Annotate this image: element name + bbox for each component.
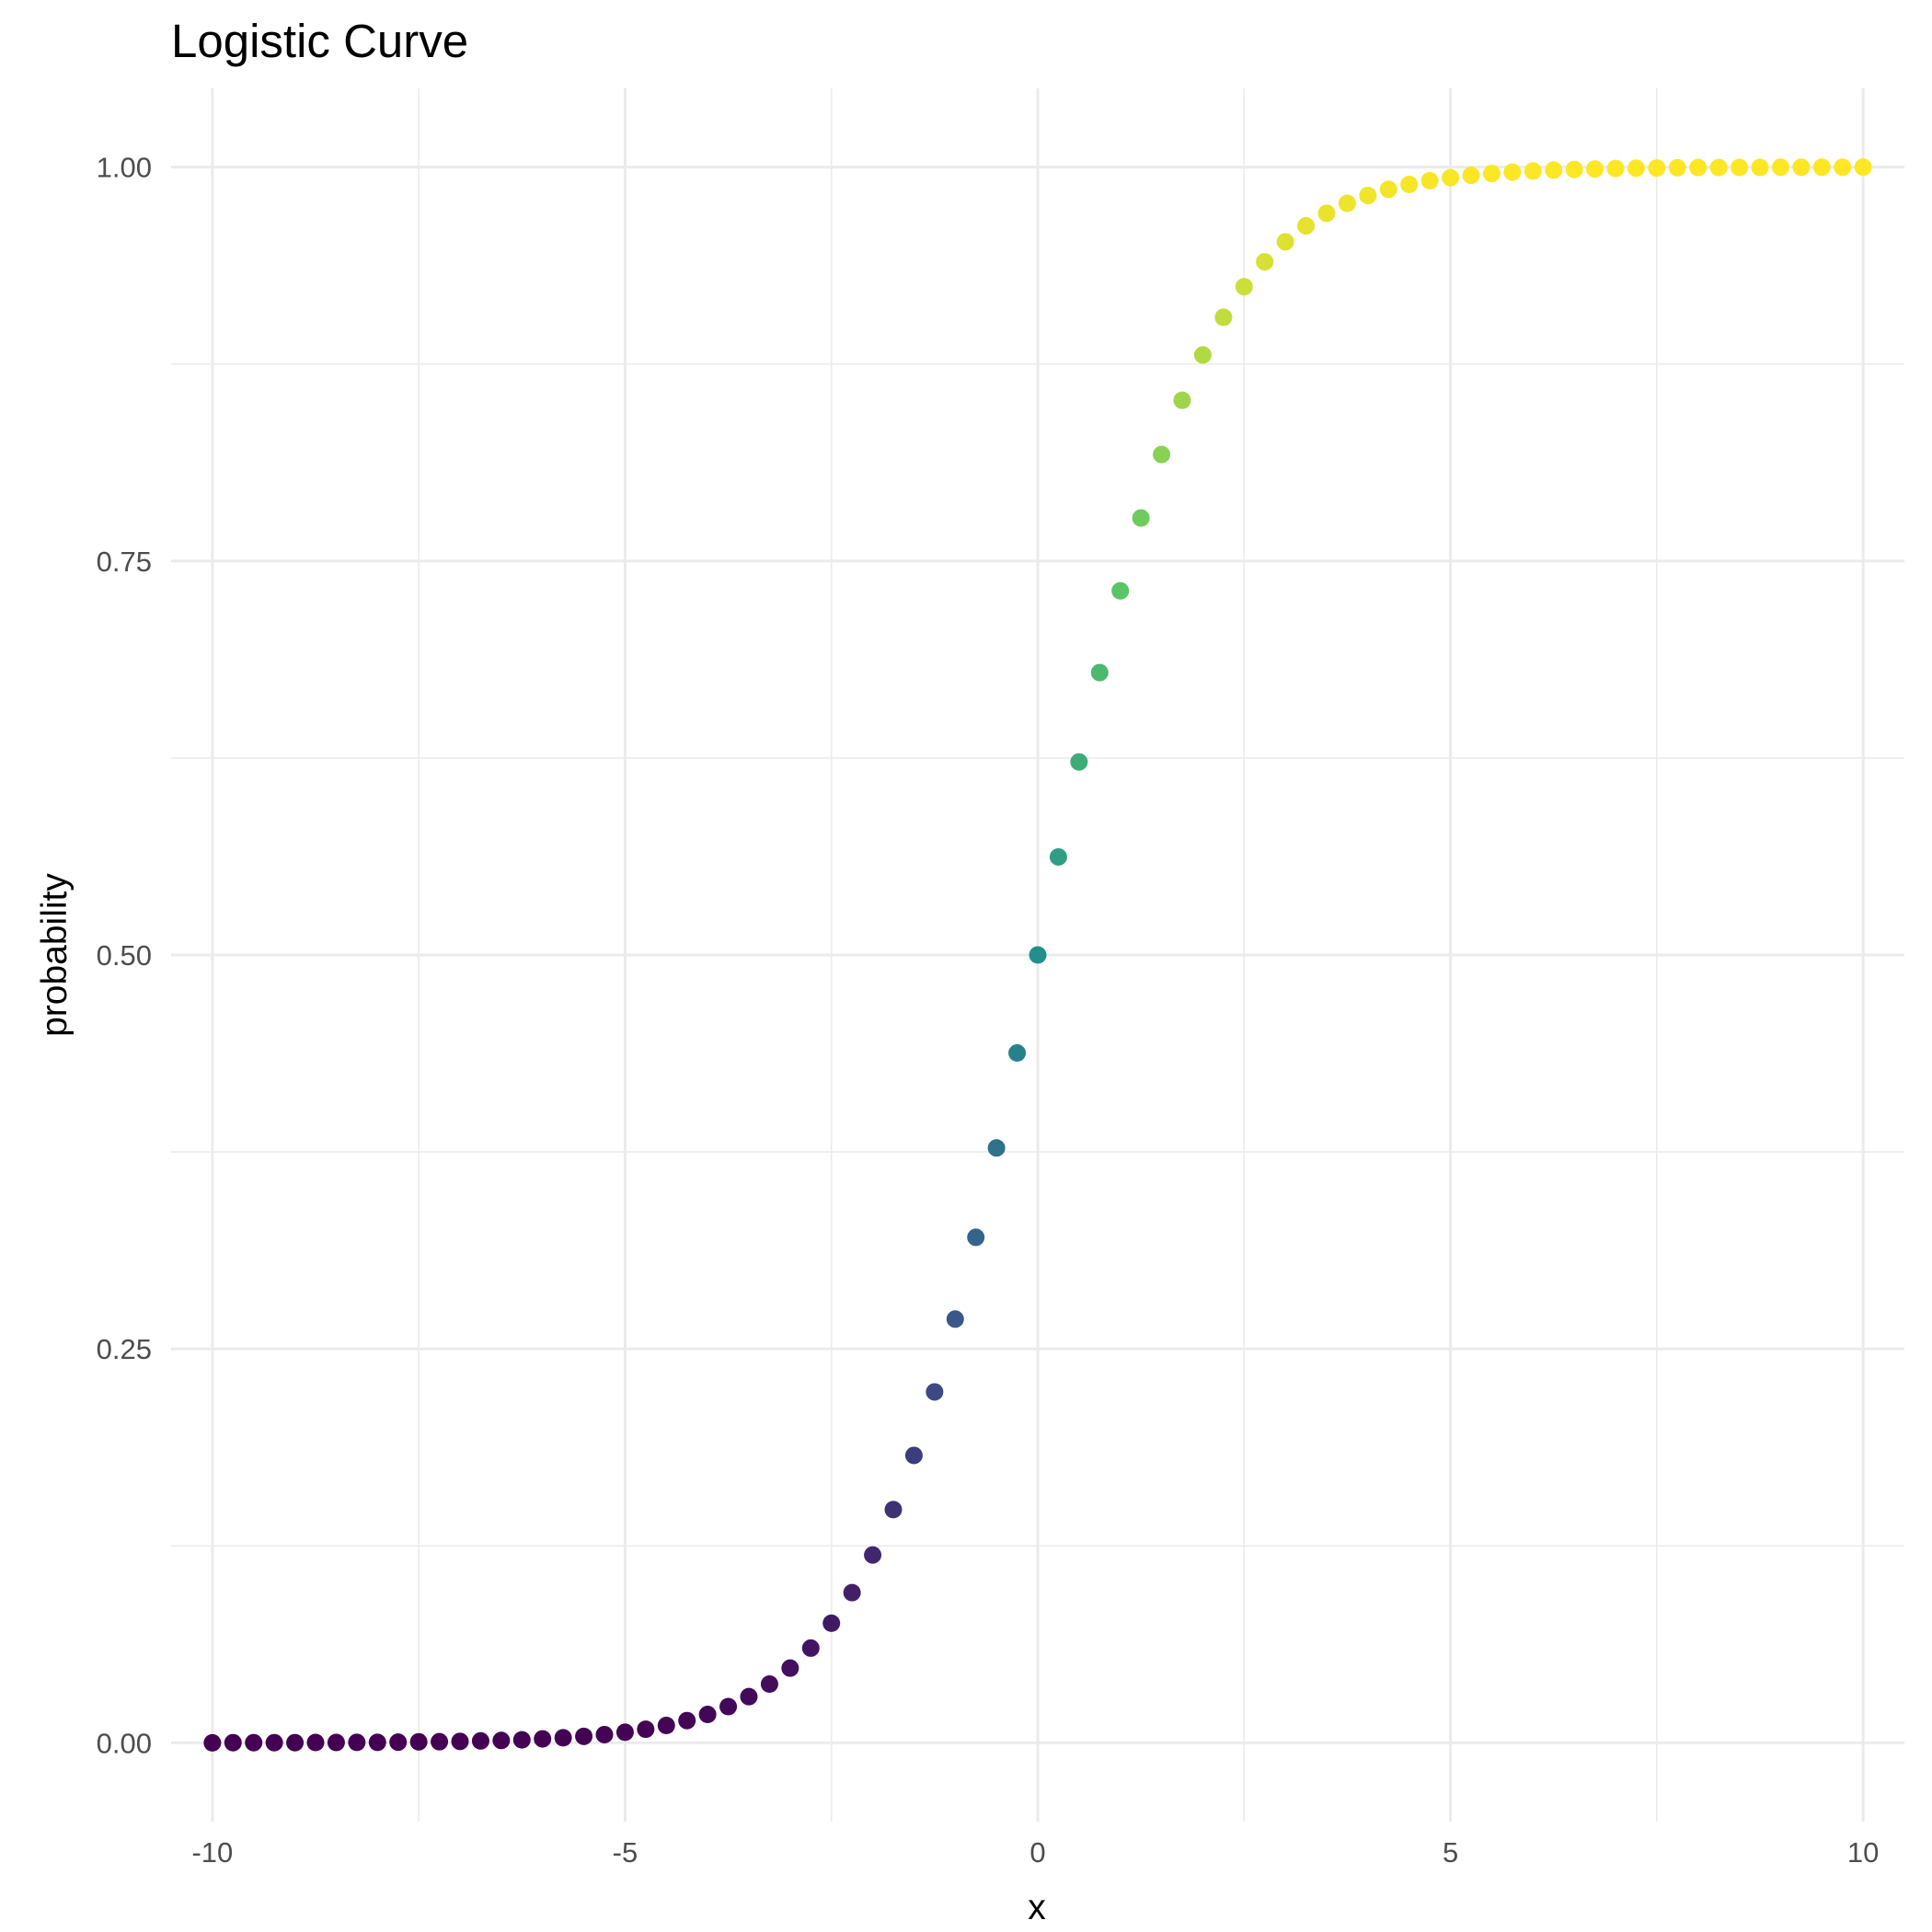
data-point [1689,158,1708,177]
data-point [1668,158,1686,177]
data-point [1503,163,1522,181]
data-point [1153,445,1171,464]
data-point [203,1733,222,1752]
data-point [389,1733,408,1752]
data-point [1049,847,1067,866]
data-point [1606,159,1625,178]
data-point [348,1733,366,1752]
data-point [1524,162,1542,180]
data-point [1565,160,1583,178]
y-axis-title: probability [35,873,75,1037]
y-tick-label: 0.25 [97,1333,152,1365]
data-point [864,1546,882,1564]
data-point [1545,161,1563,179]
data-point [1627,159,1645,178]
data-point [1276,233,1294,251]
data-point [719,1697,738,1716]
data-point [1731,158,1749,177]
data-point [801,1639,820,1657]
data-point [1029,946,1047,964]
data-point [471,1731,489,1750]
grid [171,88,1904,1822]
data-point [368,1733,386,1752]
data-point [306,1733,325,1752]
data-point [451,1732,469,1751]
data-point [822,1614,841,1632]
y-tick-label: 0.00 [97,1727,152,1759]
data-point [1648,159,1666,178]
data-point [1586,160,1604,178]
data-point [678,1711,696,1730]
data-point [1462,167,1480,185]
y-tick-label: 0.50 [97,939,152,972]
data-point [615,1723,634,1742]
data-point [1256,253,1274,271]
x-tick-label: 0 [1029,1836,1045,1869]
data-point [657,1717,675,1735]
data-point [1008,1044,1027,1063]
data-points [203,158,1872,1752]
data-point [492,1731,511,1750]
data-point [1812,158,1831,177]
data-point [1482,165,1501,183]
data-point [1420,171,1439,190]
x-tick-label: -5 [613,1836,638,1869]
data-point [575,1727,593,1745]
data-point [1379,180,1397,199]
data-point [224,1733,242,1752]
data-point [740,1687,758,1706]
data-point [1442,168,1460,187]
data-point [1132,509,1150,527]
y-axis-tick-labels: 0.00 0.25 0.50 0.75 1.00 [97,152,152,1760]
data-point [1709,158,1728,177]
data-point [1400,175,1419,193]
data-point [1235,278,1253,296]
data-point [1338,194,1356,213]
data-point [884,1501,903,1519]
y-tick-label: 0.75 [97,546,152,578]
data-point [512,1731,531,1749]
data-point [327,1733,345,1752]
data-point [409,1732,428,1751]
data-point [1854,158,1872,177]
y-tick-label: 1.00 [97,152,152,184]
data-point [1214,308,1233,327]
data-point [1193,346,1212,364]
data-point [431,1732,449,1751]
x-tick-label: -10 [191,1836,233,1869]
x-tick-label: 10 [1847,1836,1879,1869]
data-point [967,1228,985,1247]
data-point [1317,204,1336,223]
data-point [245,1733,263,1752]
x-axis-title: x [1028,1888,1046,1927]
data-point [926,1383,944,1401]
data-point [760,1674,778,1693]
data-point [534,1730,552,1748]
data-point [1111,581,1130,600]
data-point [1173,391,1191,409]
data-point [946,1310,964,1328]
data-point [595,1725,614,1743]
data-point [1359,186,1377,204]
data-point [1070,753,1088,771]
data-point [843,1583,861,1602]
x-axis-tick-labels: -10 -5 0 5 10 [191,1836,1879,1869]
data-point [1834,158,1852,177]
data-point [1751,158,1769,177]
chart-title: Logistic Curve [171,15,468,67]
data-point [265,1733,283,1752]
data-point [987,1139,1006,1157]
data-point [781,1659,799,1677]
x-tick-label: 5 [1443,1836,1458,1869]
data-point [554,1729,572,1747]
data-point [1792,158,1811,177]
data-point [904,1446,923,1465]
data-point [1771,158,1789,177]
data-point [1297,217,1316,236]
data-point [286,1733,305,1752]
data-point [1090,663,1109,682]
data-point [698,1706,717,1724]
data-point [637,1720,655,1739]
